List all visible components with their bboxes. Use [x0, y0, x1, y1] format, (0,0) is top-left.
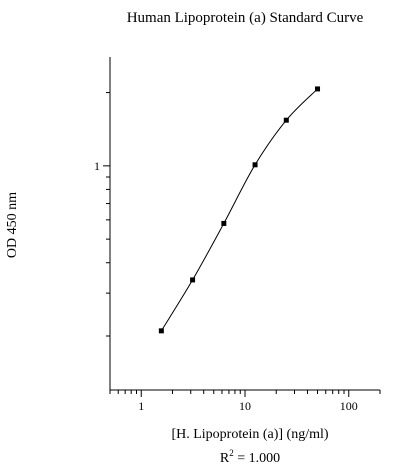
axes — [109, 57, 380, 391]
r-squared-superscript: 2 — [229, 448, 234, 458]
data-point — [221, 220, 227, 226]
r-squared-value: = 1.000 — [234, 451, 280, 466]
ticks — [103, 92, 381, 397]
x-tick-label: 1 — [138, 399, 144, 413]
y-axis-title: OD 450 nm — [5, 192, 20, 258]
r-squared-annotation: R2 = 1.000 — [220, 448, 280, 466]
standard-curve-line — [160, 88, 318, 332]
tick-labels: 1 10 100 1 — [94, 159, 358, 413]
data-point — [283, 117, 289, 123]
x-tick-label: 100 — [340, 399, 358, 413]
y-tick-label: 1 — [94, 159, 100, 173]
x-axis-title: [H. Lipoprotein (a)] (ng/ml) — [171, 427, 328, 442]
data-point — [158, 328, 164, 334]
r-squared-letter: R — [220, 451, 230, 466]
data-point — [190, 277, 196, 283]
data-point — [315, 86, 321, 92]
x-tick-label: 10 — [239, 399, 251, 413]
data-points — [158, 86, 321, 334]
data-point — [252, 162, 258, 168]
chart-title: Human Lipoprotein (a) Standard Curve — [127, 10, 364, 26]
